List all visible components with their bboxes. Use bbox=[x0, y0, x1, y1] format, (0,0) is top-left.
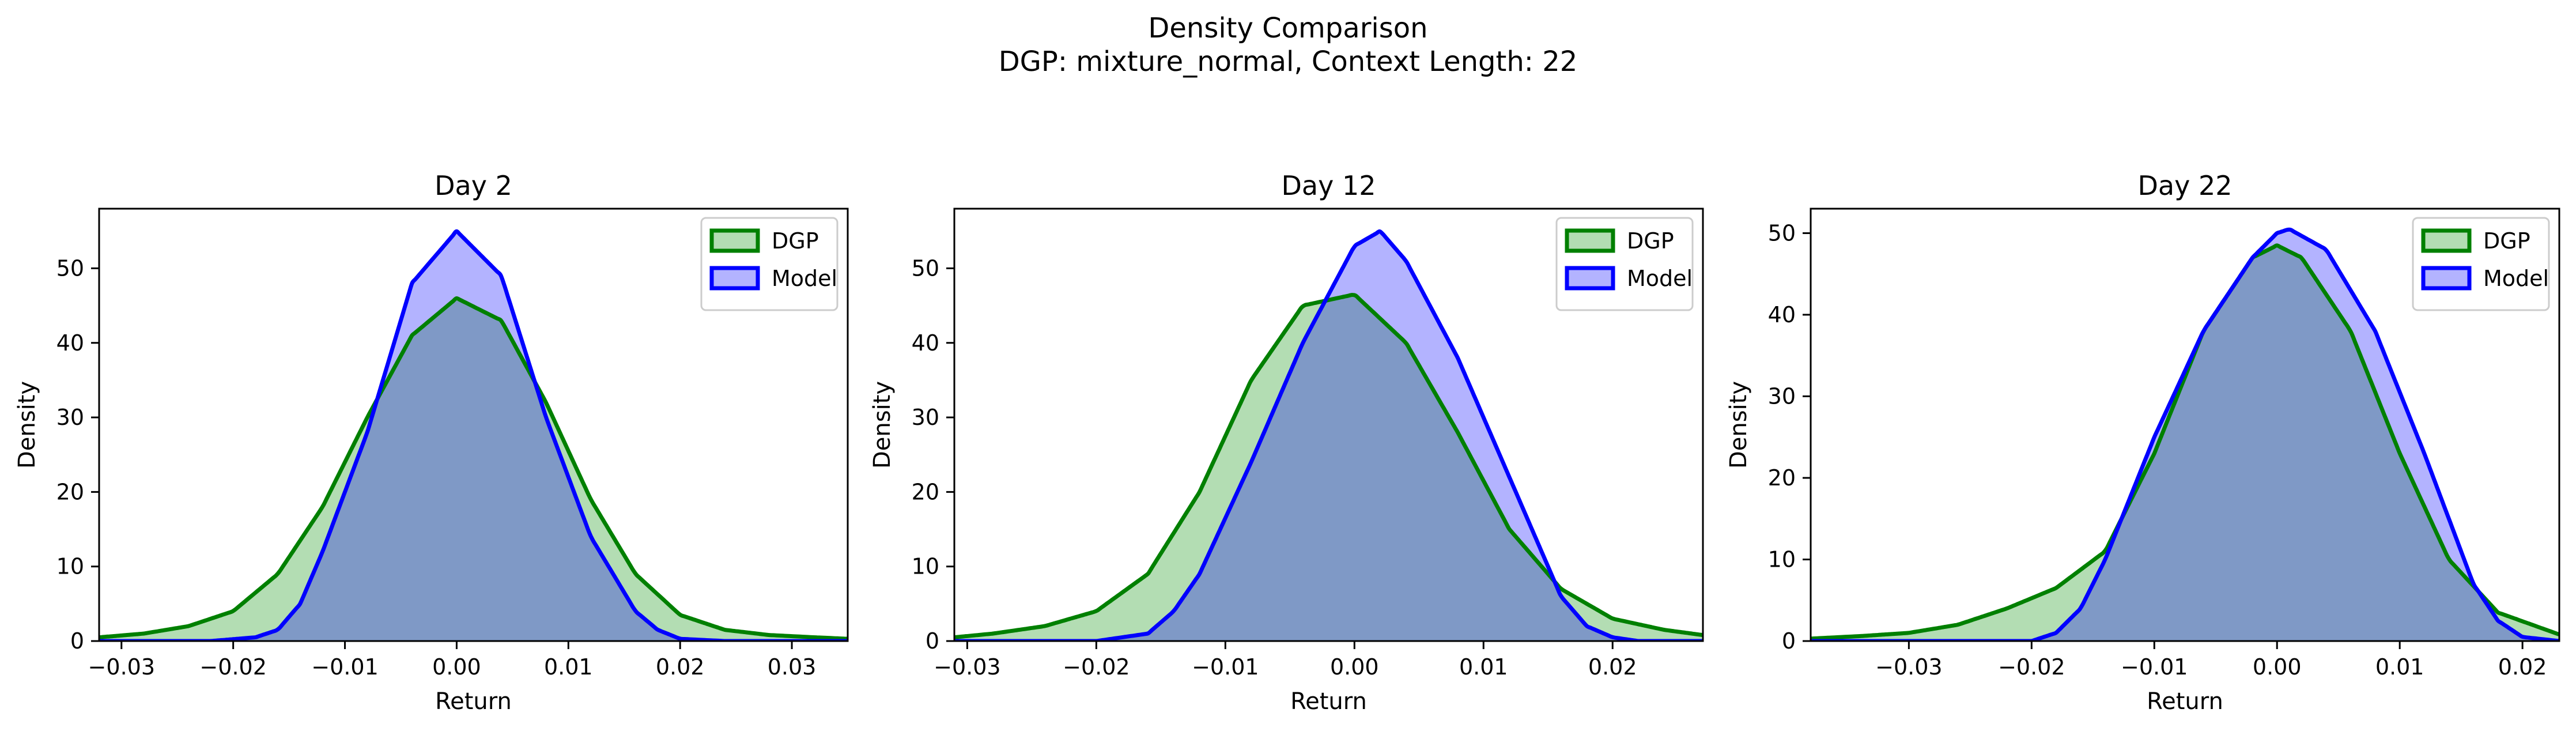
x-tick-label: 0.00 bbox=[2253, 654, 2302, 680]
x-tick-label: −0.01 bbox=[311, 654, 378, 680]
x-tick-label: −0.03 bbox=[934, 654, 1000, 680]
overlap-area bbox=[1811, 245, 2559, 641]
x-tick-label: −0.01 bbox=[2121, 654, 2188, 680]
model-line bbox=[954, 229, 1703, 641]
dgp-line bbox=[99, 296, 848, 641]
x-tick-label: 0.01 bbox=[2375, 654, 2424, 680]
chart-panel: −0.03 −0.02 −0.01 0.00 0.01 0.02 0 10 20 30 40 50 Da… bbox=[1725, 170, 2560, 715]
x-tick-label: 0.02 bbox=[2498, 654, 2547, 680]
x-tick-label: −0.03 bbox=[1875, 654, 1942, 680]
x-tick-label: 0.03 bbox=[768, 654, 817, 680]
x-tick-label: −0.02 bbox=[1063, 654, 1130, 680]
y-tick-label: 20 bbox=[56, 479, 84, 504]
x-tick-label: 0.00 bbox=[432, 654, 481, 680]
y-tick-label: 40 bbox=[912, 330, 939, 356]
y-tick-label: 50 bbox=[912, 255, 939, 281]
y-axis-label: Density bbox=[869, 381, 896, 469]
x-tick-label: 0.01 bbox=[544, 654, 593, 680]
legend-swatch bbox=[709, 266, 760, 291]
legend: DGP Model bbox=[700, 217, 838, 311]
legend-label: DGP bbox=[2483, 228, 2530, 254]
y-tick-label: 50 bbox=[56, 255, 84, 281]
legend-label: Model bbox=[1627, 266, 1693, 291]
legend-swatch bbox=[1565, 228, 1615, 253]
model-line bbox=[1811, 227, 2559, 641]
y-tick-label: 20 bbox=[912, 479, 939, 504]
x-tick-label: −0.03 bbox=[88, 654, 155, 680]
legend-label: DGP bbox=[772, 228, 819, 254]
y-tick-label: 10 bbox=[56, 554, 84, 579]
plot-area bbox=[1811, 227, 2559, 641]
y-tick-label: 30 bbox=[1768, 383, 1796, 409]
figure-subtitle: DGP: mixture_normal, Context Length: 22 bbox=[998, 46, 1578, 78]
legend-swatch bbox=[1565, 266, 1615, 291]
x-axis-label: Return bbox=[435, 688, 512, 715]
figure-title: Density Comparison bbox=[1148, 12, 1428, 44]
y-tick-label: 40 bbox=[1768, 302, 1796, 327]
axes-frame bbox=[1810, 208, 2560, 642]
plot-area bbox=[954, 229, 1703, 641]
legend-swatch bbox=[2421, 228, 2472, 253]
legend-label: Model bbox=[772, 266, 837, 291]
overlap-area bbox=[99, 298, 848, 641]
x-tick-label: 0.01 bbox=[1459, 654, 1508, 680]
y-tick-label: 50 bbox=[1768, 220, 1796, 246]
axes-frame bbox=[98, 208, 849, 642]
y-tick-label: 0 bbox=[70, 628, 84, 654]
legend-label: DGP bbox=[1627, 228, 1674, 254]
x-tick-label: −0.02 bbox=[1998, 654, 2065, 680]
legend-swatch bbox=[2421, 266, 2472, 291]
x-tick-label: −0.02 bbox=[199, 654, 266, 680]
y-tick-label: 40 bbox=[56, 330, 84, 356]
legend-swatch bbox=[709, 228, 760, 253]
legend: DGP Model bbox=[2412, 217, 2550, 311]
x-tick-label: −0.01 bbox=[1192, 654, 1259, 680]
x-tick-label: 0.02 bbox=[1588, 654, 1637, 680]
y-tick-label: 10 bbox=[1768, 546, 1796, 572]
panel-title: Day 22 bbox=[2138, 170, 2233, 201]
x-tick-label: 0.00 bbox=[1330, 654, 1379, 680]
overlap-area bbox=[954, 295, 1703, 641]
y-tick-label: 0 bbox=[1782, 628, 1796, 654]
y-tick-label: 30 bbox=[56, 405, 84, 430]
dgp-line bbox=[954, 292, 1703, 639]
chart-panel: −0.03 −0.02 −0.01 0.00 0.01 0.02 0 10 20 30 40 50 Da… bbox=[869, 170, 1704, 715]
dgp-line bbox=[1811, 243, 2559, 641]
y-tick-label: 20 bbox=[1768, 465, 1796, 491]
panel-title: Day 2 bbox=[435, 170, 512, 201]
chart-panel: −0.03 −0.02 −0.01 0.00 0.01 0.02 0.03 0 10 20 30 40… bbox=[14, 170, 849, 715]
y-tick-label: 10 bbox=[912, 554, 939, 579]
y-axis-label: Density bbox=[14, 381, 40, 469]
x-tick-label: 0.02 bbox=[656, 654, 705, 680]
axes-frame bbox=[953, 208, 1704, 642]
y-tick-label: 30 bbox=[912, 405, 939, 430]
x-axis-label: Return bbox=[2147, 688, 2223, 715]
y-tick-label: 0 bbox=[926, 628, 939, 654]
y-axis-label: Density bbox=[1725, 381, 1752, 469]
legend-label: Model bbox=[2483, 266, 2549, 291]
panel-title: Day 12 bbox=[1282, 170, 1376, 201]
legend: DGP Model bbox=[1555, 217, 1694, 311]
x-axis-label: Return bbox=[1290, 688, 1367, 715]
